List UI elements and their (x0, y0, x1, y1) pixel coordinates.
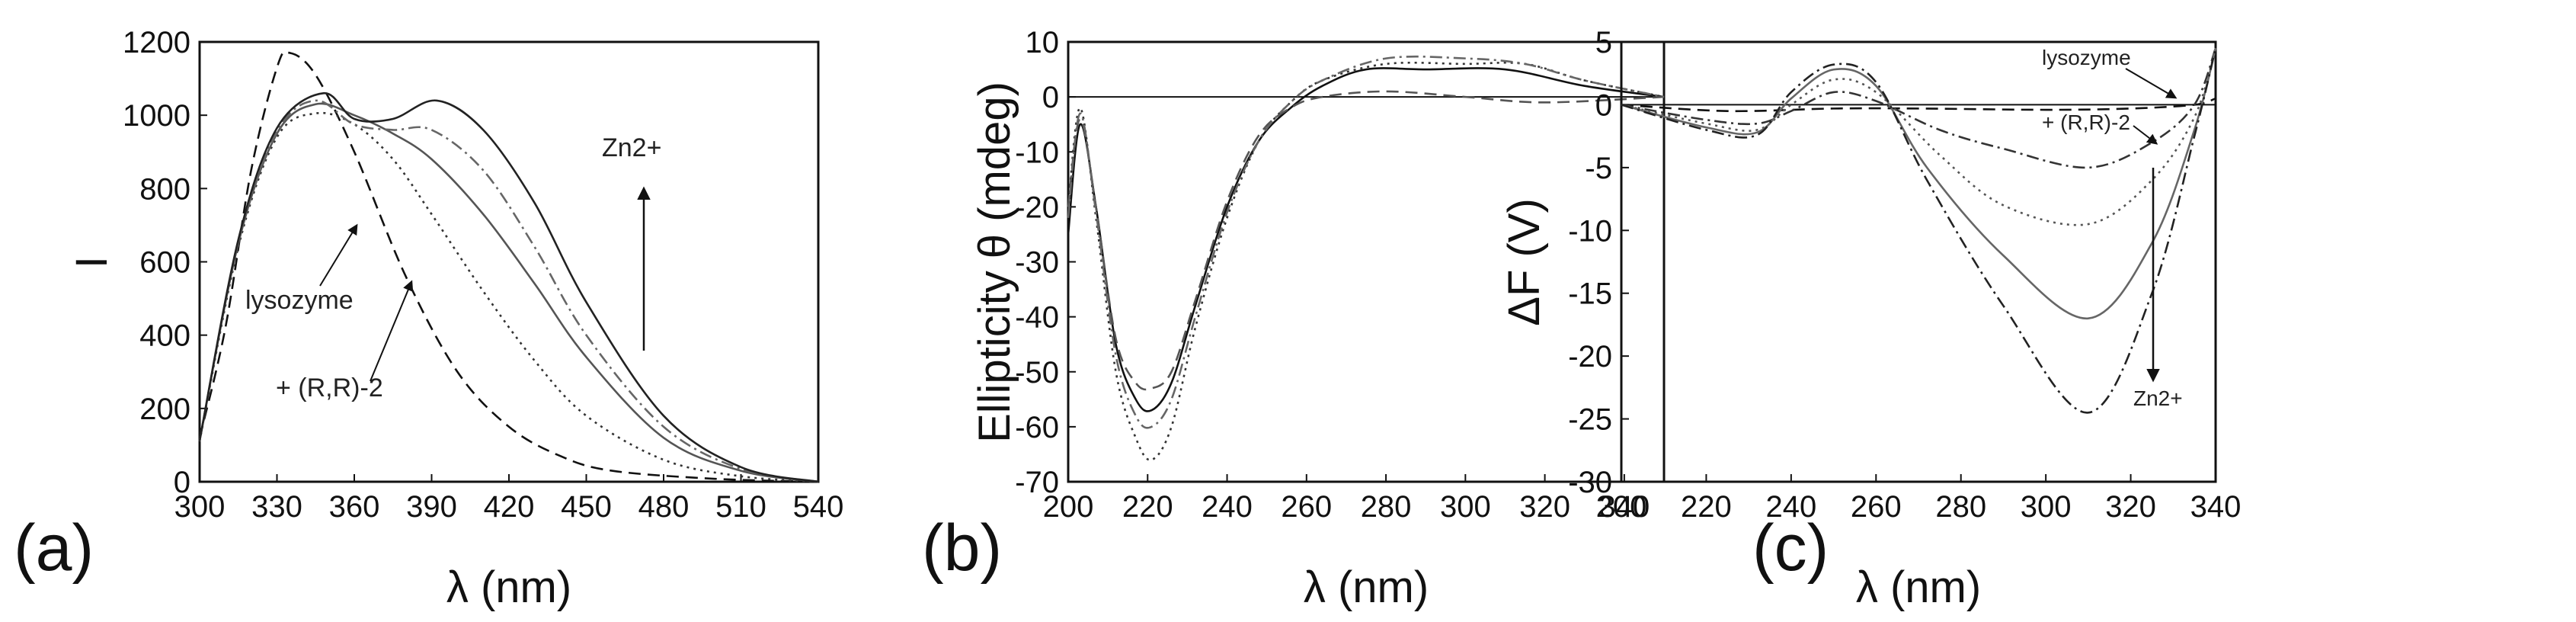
y-tick-label: 800 (139, 172, 190, 206)
series-line-4 (1621, 47, 2217, 319)
y-tick-label: 5 (1595, 26, 1612, 59)
x-tick-label: 300 (174, 490, 226, 524)
annotation-lysozyme: lysozyme (245, 286, 354, 315)
x-tick-label: 300 (2021, 490, 2072, 524)
panel-tag-c: (c) (1752, 511, 1829, 585)
series-line-5 (1621, 47, 2217, 414)
x-tick-label: 540 (793, 490, 844, 524)
x-axis-title-c: λ (nm) (1856, 563, 1981, 612)
y-tick-label: 1200 (123, 26, 190, 59)
plot-frame-c (1620, 40, 2217, 483)
ticks-a: 300 330 360 390 420 450 480 510 540 0 200 400 600 800… (123, 26, 843, 524)
y-tick-label: -60 (1015, 411, 1059, 444)
y-axis-title-b: Ellipticity θ (mdeg) (970, 82, 1019, 443)
series-line-1 (1621, 97, 2216, 113)
y-tick-label: -5 (1585, 152, 1612, 185)
y-tick-label: -50 (1015, 356, 1059, 390)
series-line-4 (198, 99, 819, 483)
x-tick-label: 340 (2190, 490, 2242, 524)
x-tick-label: 280 (1935, 490, 1986, 524)
annotation-zn: Zn2+ (602, 133, 661, 162)
chart-panel-c: 200 220 240 260 280 300 320 340-30-25-20-15-10-… (1499, 26, 2241, 612)
x-tick-label: 220 (1122, 490, 1173, 524)
series-line-5 (198, 92, 819, 483)
x-tick-label: 240 (1765, 490, 1816, 524)
series-line-2 (198, 111, 819, 483)
annotation-c-lysozyme-arrow (2125, 68, 2178, 99)
panel-tag-b: (b) (922, 511, 1002, 585)
y-tick-label: -10 (1015, 136, 1059, 169)
y-tick-label: -15 (1568, 277, 1612, 311)
y-tick-label: 10 (1026, 26, 1060, 59)
x-tick-label: 330 (251, 490, 302, 524)
y-tick-label: -40 (1015, 301, 1059, 335)
x-tick-label: 390 (406, 490, 457, 524)
panel-tag-a: (a) (14, 511, 94, 585)
x-tick-label: 220 (1681, 490, 1732, 524)
x-tick-label: 320 (2105, 490, 2156, 524)
y-tick-label: -30 (1568, 466, 1612, 499)
x-tick-label: 480 (638, 490, 690, 524)
y-tick-label: -20 (1015, 191, 1059, 224)
annotation-lysozyme-arrow (319, 223, 358, 287)
y-tick-label: 0 (174, 466, 190, 499)
y-tick-label: -10 (1568, 214, 1612, 248)
x-tick-label: 260 (1281, 490, 1332, 524)
y-tick-label: -70 (1015, 466, 1059, 499)
annotation-c-zn: Zn2+ (2133, 386, 2183, 410)
x-tick-label: 280 (1361, 490, 1412, 524)
chart-panel-b: 200 220 240 260 280 300 320 340-70-60-50-40-30-… (922, 26, 1666, 612)
x-tick-label: 200 (1043, 490, 1094, 524)
y-tick-label: 0 (1042, 81, 1059, 114)
annotation-c-lysozyme: lysozyme (2042, 46, 2131, 69)
y-tick-label: 600 (139, 246, 190, 280)
y-tick-label: -20 (1568, 340, 1612, 374)
x-tick-label: 340 (1598, 490, 1650, 524)
annotation-rr2: + (R,R)-2 (276, 374, 383, 402)
series-line-2 (1067, 61, 1665, 461)
annotation-c-rr2-arrow (2133, 125, 2158, 145)
annotation-c-rr2: + (R,R)-2 (2042, 111, 2130, 134)
y-tick-label: 200 (139, 393, 190, 426)
x-tick-label: 320 (1519, 490, 1570, 524)
x-tick-label: 240 (1202, 490, 1253, 524)
x-axis-title-b: λ (nm) (1304, 563, 1429, 612)
x-tick-label: 200 (1596, 490, 1647, 524)
ticks-b: 200 220 240 260 280 300 320 340-70-60-50-40-30-… (1015, 26, 1664, 524)
y-tick-label: -30 (1015, 246, 1059, 280)
x-tick-label: 510 (715, 490, 766, 524)
y-axis-title-c: ΔF (V) (1499, 198, 1549, 326)
series-c (1621, 47, 2217, 414)
x-tick-label: 260 (1851, 490, 1902, 524)
series-line-2 (1621, 47, 2217, 169)
x-tick-label: 300 (1440, 490, 1491, 524)
annotation-rr2-arrow (370, 280, 414, 382)
ticks-c: 200 220 240 260 280 300 320 340-30-25-20-15-10-… (1568, 26, 2241, 524)
series-line-1 (198, 50, 819, 483)
x-tick-label: 360 (329, 490, 380, 524)
y-tick-label: 400 (139, 319, 190, 353)
x-tick-label: 420 (484, 490, 535, 524)
series-line-3 (1621, 47, 2217, 226)
series-b (1067, 55, 1665, 461)
y-tick-label: 1000 (123, 99, 190, 133)
x-axis-title-a: λ (nm) (446, 563, 571, 612)
chart-panel-a: 300 330 360 390 420 450 480 510 540 0 200 400 600 800… (14, 26, 843, 612)
y-axis-title-a: I (67, 256, 117, 268)
y-tick-label: 0 (1595, 88, 1612, 122)
series-line-4 (1067, 55, 1665, 429)
series-a (198, 50, 819, 483)
y-tick-label: -25 (1568, 403, 1612, 437)
x-tick-label: 450 (561, 490, 612, 524)
